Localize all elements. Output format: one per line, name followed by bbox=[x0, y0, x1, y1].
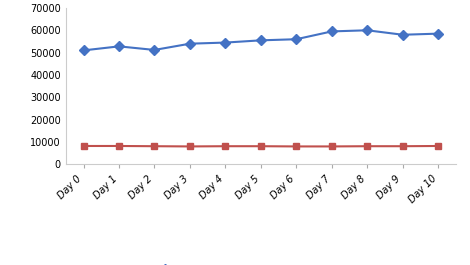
Portfolio Value bbox=[400, 33, 406, 36]
Portfolio Value bbox=[187, 42, 193, 45]
Nifty Value bbox=[258, 145, 264, 148]
Line: Portfolio Value: Portfolio Value bbox=[80, 27, 442, 54]
Nifty Value bbox=[329, 145, 335, 148]
Portfolio Value bbox=[223, 41, 228, 44]
Nifty Value bbox=[435, 144, 441, 148]
Nifty Value bbox=[116, 144, 122, 148]
Nifty Value bbox=[223, 145, 228, 148]
Portfolio Value bbox=[258, 39, 264, 42]
Nifty Value bbox=[187, 145, 193, 148]
Portfolio Value bbox=[116, 45, 122, 48]
Line: Nifty Value: Nifty Value bbox=[80, 143, 442, 150]
Portfolio Value bbox=[364, 29, 370, 32]
Portfolio Value bbox=[293, 38, 299, 41]
Portfolio Value bbox=[81, 49, 86, 52]
Portfolio Value bbox=[152, 48, 157, 51]
Portfolio Value bbox=[435, 32, 441, 35]
Nifty Value bbox=[81, 144, 86, 148]
Nifty Value bbox=[152, 145, 157, 148]
Nifty Value bbox=[400, 145, 406, 148]
Portfolio Value bbox=[329, 30, 335, 33]
Nifty Value bbox=[293, 145, 299, 148]
Legend: Portfolio Value, Nifty Value: Portfolio Value, Nifty Value bbox=[149, 260, 372, 265]
Nifty Value bbox=[364, 145, 370, 148]
